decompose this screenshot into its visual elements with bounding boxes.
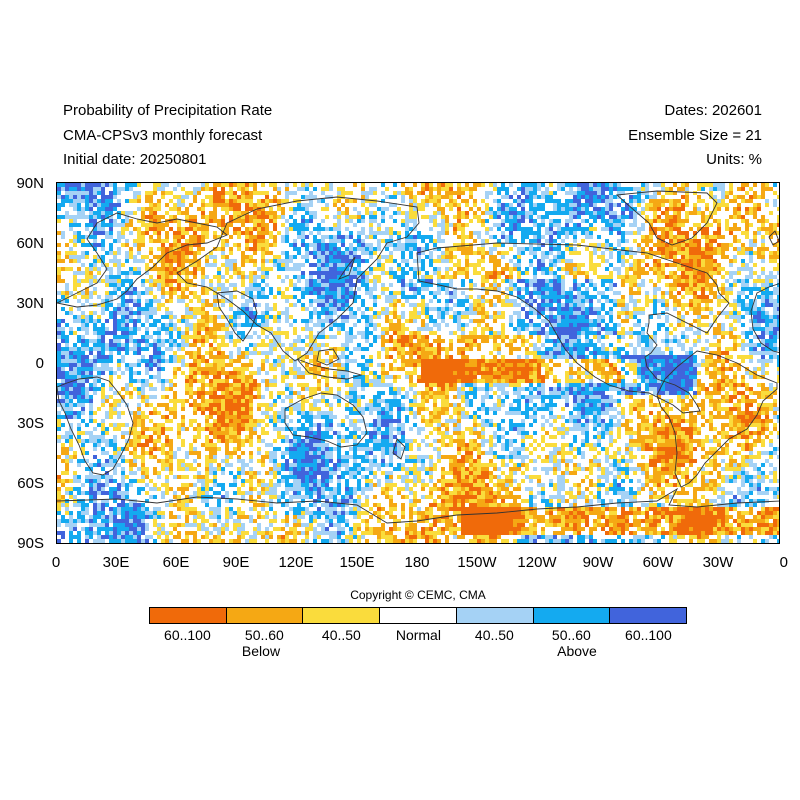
legend-swatch-above-60-100 bbox=[610, 608, 687, 623]
map-panel bbox=[56, 182, 780, 544]
legend-swatch-above-50-60 bbox=[533, 608, 611, 623]
units-label: Units: % bbox=[706, 151, 762, 168]
lon-label-0-east: 0 bbox=[779, 554, 788, 571]
legend-swatch-below-40-50 bbox=[303, 608, 381, 623]
coastline-indonesia bbox=[296, 358, 363, 380]
lat-label-60s: 60S bbox=[17, 475, 44, 492]
legend-label-above-50-60: 50..60 bbox=[551, 627, 591, 643]
legend-below-label: Below bbox=[241, 643, 281, 659]
coastline-north-america bbox=[416, 242, 730, 414]
lon-label-30w: 30W bbox=[702, 554, 734, 571]
legend-swatch-above-40-50 bbox=[456, 608, 534, 623]
legend-label-below-50-60: 50..60 bbox=[244, 627, 284, 643]
lat-label-30n: 30N bbox=[16, 295, 44, 312]
legend-label-above-40-50: 40..50 bbox=[474, 627, 514, 643]
lon-label-90w: 90W bbox=[582, 554, 614, 571]
legend-above-label: Above bbox=[557, 643, 597, 659]
lon-label-150e: 150E bbox=[339, 554, 375, 571]
coastline-uk bbox=[768, 230, 779, 246]
coastline-australia bbox=[284, 392, 368, 448]
coastline-africa bbox=[57, 376, 134, 476]
ensemble-size-label: Ensemble Size = 21 bbox=[628, 127, 762, 144]
coastline-south-america bbox=[656, 350, 778, 488]
lon-label-60w: 60W bbox=[642, 554, 674, 571]
lat-label-90n: 90N bbox=[16, 175, 44, 192]
legend-label-below-40-50: 40..50 bbox=[321, 627, 361, 643]
coastline-antarctica bbox=[57, 487, 779, 524]
legend-swatch-below-60-100 bbox=[150, 608, 227, 623]
coastline-new-zealand bbox=[392, 438, 406, 460]
color-legend bbox=[149, 607, 687, 624]
coastline-asia bbox=[176, 196, 420, 362]
coastline-europe bbox=[57, 212, 228, 308]
lat-label-0: 0 bbox=[35, 355, 44, 372]
legend-label-above-60-100: 60..100 bbox=[625, 627, 672, 643]
lon-label-120w: 120W bbox=[517, 554, 557, 571]
lat-label-90s: 90S bbox=[17, 535, 44, 552]
coastline-japan bbox=[337, 256, 356, 280]
lon-label-90e: 90E bbox=[222, 554, 250, 571]
coastline-west-africa bbox=[750, 283, 779, 353]
legend-label-below-60-100: 60..100 bbox=[164, 627, 211, 643]
lat-label-30s: 30S bbox=[17, 415, 44, 432]
lon-label-150w: 150W bbox=[457, 554, 497, 571]
lon-label-60e: 60E bbox=[162, 554, 190, 571]
coastline-borneo bbox=[316, 348, 340, 366]
legend-label-normal: Normal bbox=[395, 627, 441, 643]
lon-label-30e: 30E bbox=[102, 554, 130, 571]
dates-label: Dates: 202601 bbox=[664, 102, 762, 119]
lon-label-120e: 120E bbox=[278, 554, 314, 571]
lon-label-0: 0 bbox=[51, 554, 61, 571]
probability-map bbox=[57, 183, 779, 543]
title-line-3: Initial date: 20250801 bbox=[63, 151, 207, 168]
lat-label-60n: 60N bbox=[16, 235, 44, 252]
coastline-india bbox=[216, 290, 258, 342]
legend-swatch-normal bbox=[380, 608, 457, 623]
lon-label-180: 180 bbox=[404, 554, 430, 571]
title-line-2: CMA-CPSv3 monthly forecast bbox=[63, 127, 263, 144]
copyright-text: Copyright © CEMC, CMA bbox=[350, 588, 486, 602]
legend-swatch-below-50-60 bbox=[226, 608, 304, 623]
coastline-greenland bbox=[615, 190, 718, 246]
title-line-1: Probability of Precipitation Rate bbox=[63, 102, 273, 119]
